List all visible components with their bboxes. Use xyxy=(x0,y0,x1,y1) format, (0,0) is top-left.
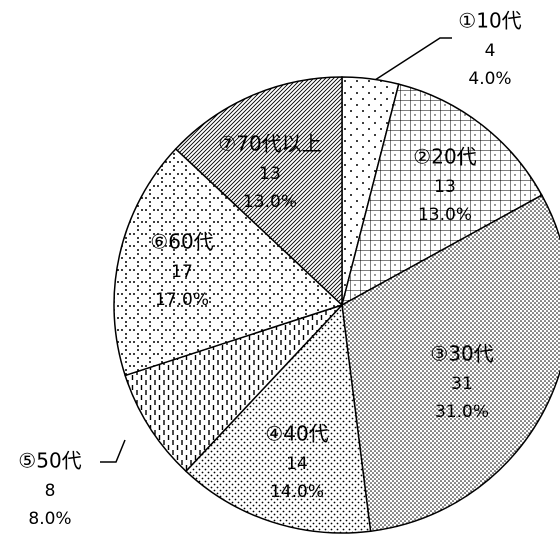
slice-percent: 4.0% xyxy=(468,69,511,89)
pie-slice xyxy=(124,304,343,473)
slice-value: 14 xyxy=(286,454,308,474)
slice-name: ④40代 xyxy=(265,422,328,446)
slice-percent: 31.0% xyxy=(435,402,489,422)
slice-name: ③30代 xyxy=(430,342,493,366)
slice-name: ①10代 xyxy=(458,9,521,33)
slice-name: ⑥60代 xyxy=(150,230,213,254)
slice-percent: 13.0% xyxy=(418,205,472,225)
slice-value: 17 xyxy=(171,262,193,282)
slice-percent: 8.0% xyxy=(28,509,71,529)
pie-slice xyxy=(184,303,372,534)
leader-line xyxy=(374,37,452,81)
slice-percent: 14.0% xyxy=(270,482,324,502)
slice-percent: 13.0% xyxy=(243,192,297,212)
slice-percent: 17.0% xyxy=(155,290,209,310)
pie-slice xyxy=(340,83,543,307)
pie-slice xyxy=(341,194,560,533)
slice-value: 4 xyxy=(485,41,496,61)
slice-value: 13 xyxy=(259,164,281,184)
slice-value: 31 xyxy=(451,374,473,394)
slice-value: 8 xyxy=(45,481,56,501)
pie-slice xyxy=(113,147,344,377)
leader-line xyxy=(100,439,126,463)
slice-value: 13 xyxy=(434,177,456,197)
slice-name: ⑤50代 xyxy=(18,449,81,473)
pie-slice xyxy=(174,76,343,307)
slice-name: ⑦70代以上 xyxy=(218,132,321,156)
slice-name: ②20代 xyxy=(413,145,476,169)
